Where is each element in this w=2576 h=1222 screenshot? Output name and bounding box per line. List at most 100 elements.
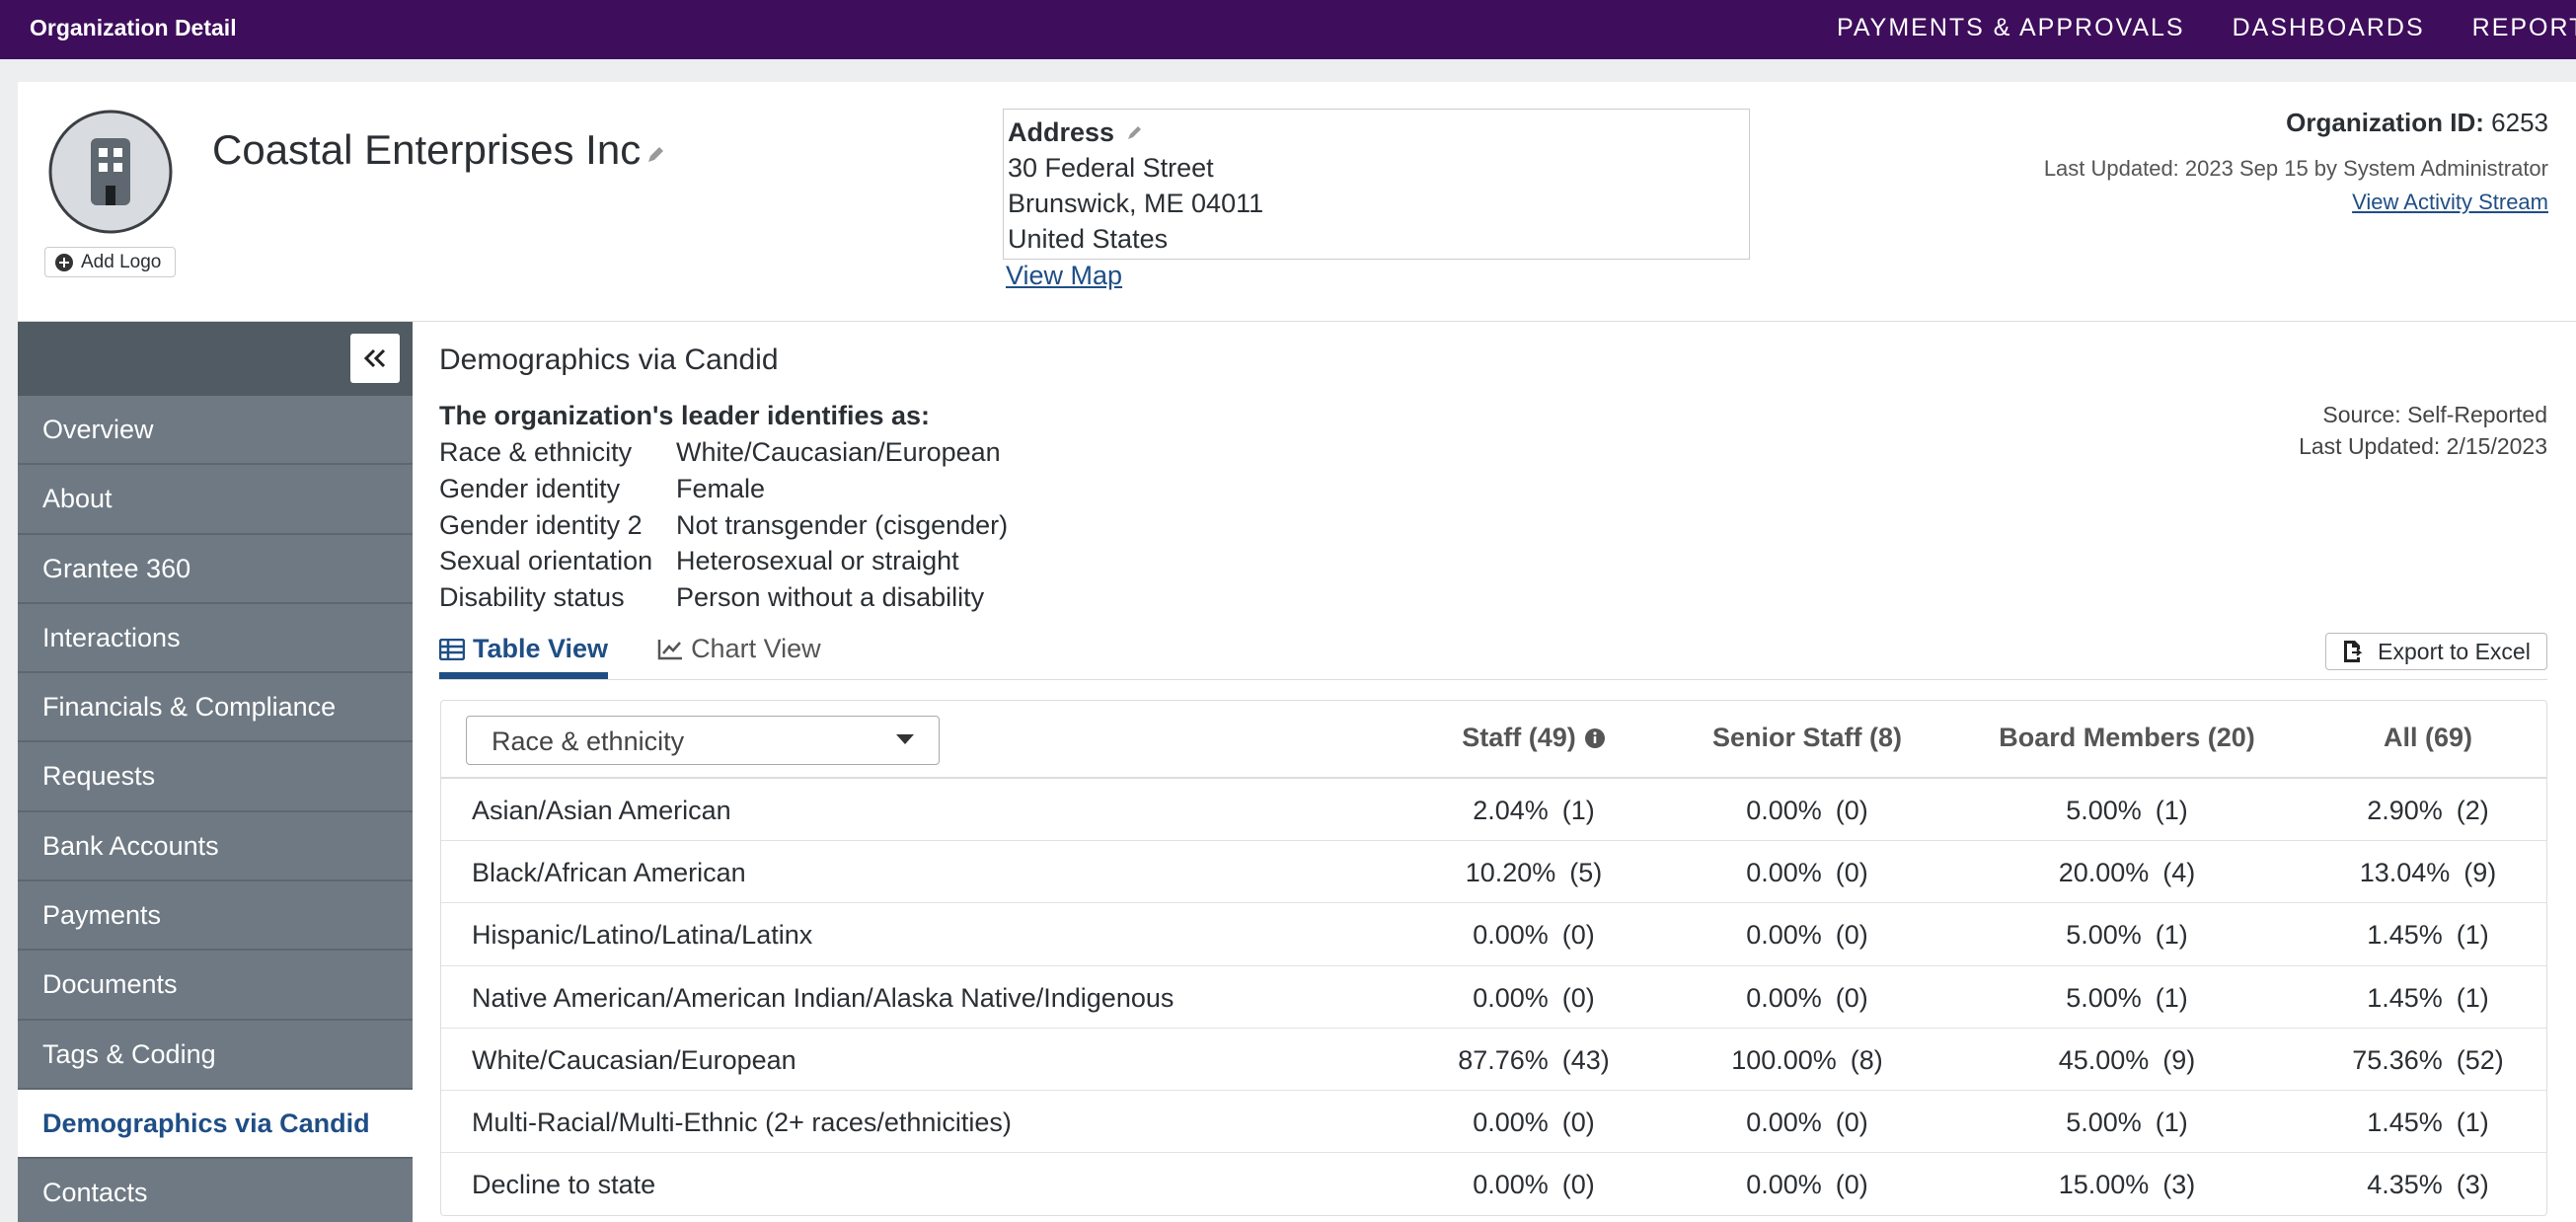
cell-percent: 15.00%: [2058, 1170, 2150, 1200]
leader-value: Not transgender (cisgender): [676, 509, 1009, 540]
cell-count: (0): [1561, 982, 1595, 1013]
nav-item[interactable]: PAYMENTS & APPROVALS: [1837, 14, 2185, 41]
table-cell: 75.36% (52): [2231, 1044, 2546, 1076]
row-label: Asian/Asian American: [472, 796, 731, 825]
table-cell: 15.00% (3): [1930, 1170, 2324, 1200]
table-cell: 2.04% (1): [1336, 796, 1731, 826]
org-header: Add Logo Coastal Enterprises Inc Address…: [18, 82, 2576, 322]
cell-count: (1): [2456, 920, 2489, 951]
cell-count: (2): [2456, 796, 2489, 825]
nav-item[interactable]: REPORTS: [2471, 14, 2576, 41]
cell-percent: 5.00%: [2066, 1107, 2142, 1137]
add-logo-button[interactable]: Add Logo: [44, 247, 176, 277]
cell-count: (3): [2162, 1170, 2196, 1200]
table-cell: 0.00% (0): [1336, 920, 1731, 951]
table-cell: 0.00% (0): [1610, 1107, 2005, 1138]
view-map-link[interactable]: View Map: [1006, 261, 1123, 290]
cell-count: (0): [1561, 1107, 1595, 1137]
table-cell: 0.00% (0): [1610, 858, 2005, 888]
nav-item[interactable]: DASHBOARDS: [2232, 14, 2425, 41]
table-row: Native American/American Indian/Alaska N…: [441, 966, 2546, 1029]
table-row: Multi-Racial/Multi-Ethnic (2+ races/ethn…: [441, 1091, 2546, 1154]
sidebar: Overview About Grantee 360 Interactions Fina…: [18, 322, 413, 1222]
row-label: Native American/American Indian/Alaska N…: [472, 982, 1174, 1013]
app-title: Organization Detail: [30, 15, 237, 40]
sidebar-item[interactable]: Overview: [18, 396, 413, 466]
org-id-row: Organization ID: 6253: [2044, 108, 2548, 138]
table-cell: 0.00% (0): [1336, 1170, 1731, 1200]
sidebar-item[interactable]: Financials & Compliance: [18, 673, 413, 743]
cell-percent: 5.00%: [2066, 796, 2142, 825]
edit-icon[interactable]: [645, 145, 665, 165]
cell-count: (0): [1835, 858, 1868, 888]
plus-icon: [55, 253, 73, 271]
table-cell: 5.00% (1): [1930, 796, 2324, 826]
table-cell: 0.00% (0): [1610, 920, 2005, 951]
leader-attribute: Gender identity 2: [439, 509, 643, 540]
tab[interactable]: Table View: [439, 634, 609, 679]
cell-percent: 10.20%: [1465, 858, 1556, 888]
org-id-label: Organization ID:: [2286, 108, 2484, 137]
cell-count: (0): [1835, 920, 1868, 951]
address-line: 30 Federal Street: [1008, 153, 1214, 183]
row-label: Decline to state: [472, 1170, 656, 1200]
info-icon: [1584, 727, 1605, 748]
cell-percent: 0.00%: [1746, 858, 1822, 888]
sidebar-header: [18, 322, 413, 396]
table-row: Hispanic/Latino/Latina/Latinx 0.00% (0) 0.0…: [441, 903, 2546, 966]
filter-dropdown[interactable]: Race & ethnicity: [466, 716, 940, 765]
sidebar-item[interactable]: Bank Accounts: [18, 812, 413, 882]
table-cell: 10.20% (5): [1336, 858, 1731, 888]
table-cell: 87.76% (43): [1336, 1045, 1731, 1076]
leader-attribute: Gender identity: [439, 473, 621, 503]
cell-count: (0): [1561, 920, 1595, 951]
edit-icon[interactable]: [1126, 123, 1144, 141]
table-cell: 2.90% (2): [2231, 796, 2546, 826]
table-cell: 4.35% (3): [2231, 1170, 2546, 1200]
table-cell: 1.45% (1): [2231, 1107, 2546, 1138]
cell-percent: 1.45%: [2367, 982, 2443, 1013]
sidebar-item[interactable]: Payments: [18, 881, 413, 952]
filter-value: Race & ethnicity: [492, 726, 685, 756]
sidebar-item[interactable]: Tags & Coding: [18, 1021, 413, 1090]
sidebar-item[interactable]: Requests: [18, 742, 413, 812]
cell-percent: 75.36%: [2352, 1044, 2443, 1075]
activity-stream-link[interactable]: View Activity Stream: [2352, 190, 2548, 214]
demographics-table: Race & ethnicity Staff (49) Senior Staff …: [440, 700, 2547, 1216]
sidebar-item[interactable]: Documents: [18, 951, 413, 1021]
column-header: Staff (49): [1336, 723, 1731, 753]
sidebar-item[interactable]: Interactions: [18, 604, 413, 674]
cell-percent: 5.00%: [2066, 920, 2142, 951]
leader-attribute: Sexual orientation: [439, 546, 653, 576]
row-label: White/Caucasian/European: [472, 1044, 796, 1075]
sidebar-item[interactable]: Grantee 360: [18, 535, 413, 604]
collapse-button[interactable]: [350, 334, 400, 383]
leader-value: Female: [676, 473, 766, 503]
cell-count: (9): [2463, 858, 2497, 888]
cell-percent: 2.90%: [2367, 796, 2443, 825]
sidebar-item[interactable]: About: [18, 465, 413, 535]
tab[interactable]: Chart View: [657, 634, 821, 679]
table-cell: 0.00% (0): [1610, 983, 2005, 1014]
table-cell: 100.00% (8): [1610, 1045, 2005, 1076]
table-cell: 0.00% (0): [1336, 983, 1731, 1014]
tab-bar-border: [439, 679, 2547, 680]
cell-count: (52): [2456, 1044, 2504, 1075]
cell-percent: 0.00%: [1473, 1170, 1549, 1200]
cell-count: (1): [2155, 982, 2188, 1013]
table-cell: 5.00% (1): [1930, 920, 2324, 951]
tab-label: Table View: [473, 634, 609, 663]
sidebar-item[interactable]: Demographics via Candid: [18, 1089, 413, 1160]
add-logo-label: Add Logo: [81, 251, 162, 272]
cell-count: (0): [1835, 1107, 1868, 1137]
cell-percent: 87.76%: [1458, 1044, 1549, 1075]
export-button[interactable]: Export to Excel: [2325, 633, 2547, 670]
sidebar-item[interactable]: Contacts: [18, 1159, 413, 1222]
cell-percent: 2.04%: [1473, 796, 1549, 825]
cell-percent: 0.00%: [1473, 920, 1549, 951]
table-cell: 1.45% (1): [2231, 920, 2546, 951]
table-cell: 13.04% (9): [2231, 858, 2546, 888]
cell-count: (9): [2162, 1044, 2196, 1075]
table-row: Asian/Asian American 2.04% (1) 0.00% (0) 5.00…: [441, 779, 2546, 842]
